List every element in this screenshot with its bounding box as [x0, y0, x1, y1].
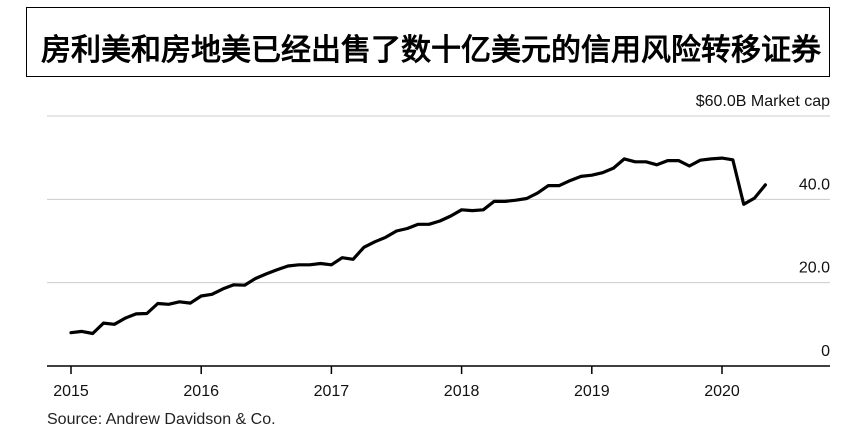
x-tick-label-4: 2019	[574, 383, 610, 400]
y-tick-label-0: 0	[821, 343, 830, 360]
x-tick-label-0: 2015	[53, 383, 89, 400]
label-layer: 0 20.0 40.0 $60.0B Market cap 2015 2016 2017 20…	[53, 93, 830, 400]
series-line-market-cap	[69, 156, 768, 336]
x-tick-label-1: 2016	[183, 383, 219, 400]
chart-title: 房利美和房地美已经出售了数十亿美元的信用风险转移证券	[41, 33, 821, 68]
x-tick-label-2: 2017	[314, 383, 350, 400]
y-tick-label-3: $60.0B Market cap	[696, 93, 830, 110]
axis-layer	[47, 365, 830, 374]
y-tick-label-1: 20.0	[799, 260, 830, 277]
title-box: 房利美和房地美已经出售了数十亿美元的信用风险转移证券	[26, 7, 830, 77]
source-note: Source: Andrew Davidson & Co.	[47, 411, 276, 428]
x-tick-label-5: 2020	[704, 383, 740, 400]
y-tick-label-2: 40.0	[799, 176, 830, 193]
x-tick-label-3: 2018	[444, 383, 480, 400]
grid-layer	[47, 115, 830, 284]
line-layer	[69, 156, 768, 336]
